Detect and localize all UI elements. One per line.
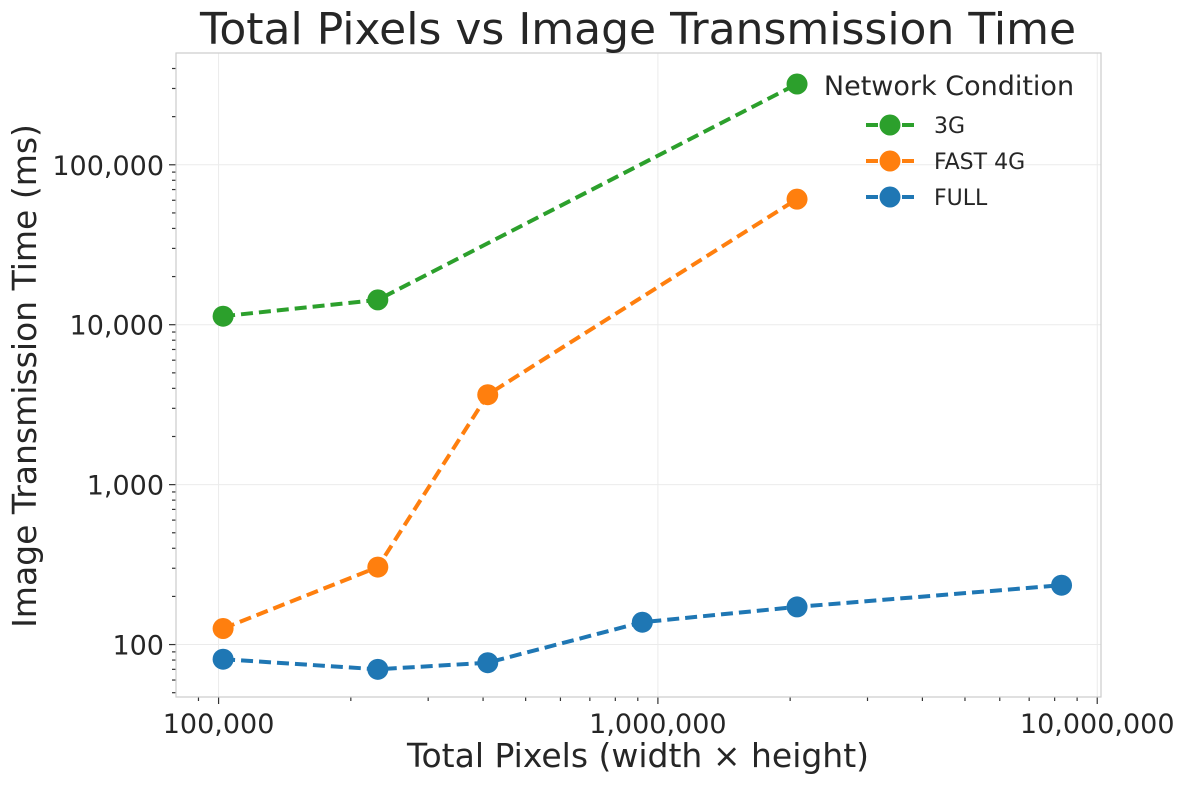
legend-label-fast-4g: FAST 4G	[934, 150, 1025, 175]
legend-label-full: FULL	[934, 186, 988, 211]
series-fast-4g	[212, 188, 808, 640]
y-tick-label: 10,000	[70, 311, 164, 342]
data-point-fast-4g	[212, 618, 234, 640]
legend-marker-3g	[879, 114, 901, 136]
legend-marker-full	[879, 186, 901, 208]
data-point-full	[212, 648, 234, 670]
data-point-fast-4g	[786, 188, 808, 210]
chart-title: Total Pixels vs Image Transmission Time	[199, 4, 1076, 55]
series-layer	[212, 73, 1073, 680]
y-tick-label: 100	[112, 631, 164, 662]
y-tick-label: 100,000	[52, 151, 164, 182]
y-axis-label: Image Transmission Time (ms)	[5, 124, 44, 628]
data-point-full	[477, 652, 499, 674]
legend: Network Condition 3G FAST 4G FULL	[824, 71, 1074, 211]
series-full	[212, 574, 1073, 680]
tick-labels: 100,000 1,000,000 10,000,000 100 1,000 10,000…	[52, 151, 1174, 740]
data-point-fast-4g	[367, 556, 389, 578]
series-line-fast-4g	[222, 197, 799, 631]
legend-items: 3G FAST 4G FULL	[866, 114, 1025, 211]
data-point-full	[631, 611, 653, 633]
series-line-full	[222, 583, 1062, 672]
legend-marker-fast-4g	[879, 150, 901, 172]
data-point-fast-4g	[477, 384, 499, 406]
plot-frame	[175, 52, 1102, 698]
y-tick-label: 1,000	[87, 471, 164, 502]
data-point-3g	[786, 73, 808, 95]
data-point-full	[786, 596, 808, 618]
legend-item-3g: 3G	[866, 114, 965, 139]
series-line-3g	[222, 82, 798, 319]
data-point-full	[367, 658, 389, 680]
data-point-full	[1051, 574, 1073, 596]
grid	[176, 53, 1101, 697]
data-point-3g	[367, 289, 389, 311]
x-tick-label: 100,000	[163, 709, 275, 740]
legend-label-3g: 3G	[934, 114, 965, 139]
legend-title: Network Condition	[824, 71, 1074, 102]
x-axis-label: Total Pixels (width × height)	[406, 736, 869, 775]
data-point-3g	[212, 305, 234, 327]
x-tick-label: 10,000,000	[1020, 709, 1175, 740]
axis-ticks	[169, 67, 1098, 704]
series-3g	[212, 73, 808, 327]
x-tick-label: 1,000,000	[589, 709, 726, 740]
legend-item-full: FULL	[866, 186, 988, 211]
legend-item-fast-4g: FAST 4G	[866, 150, 1025, 175]
